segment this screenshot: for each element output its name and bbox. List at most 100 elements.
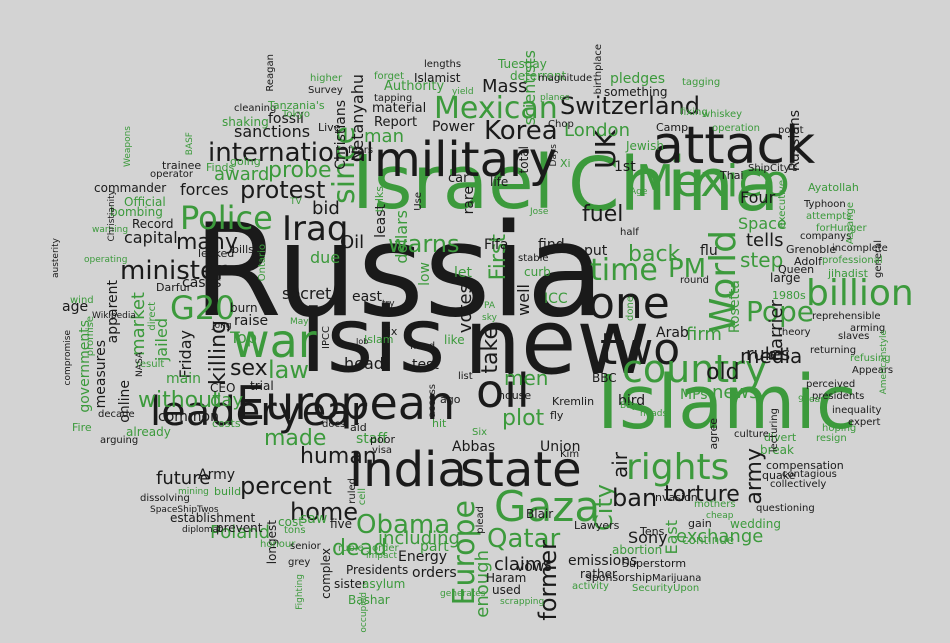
word-sony: Sony bbox=[628, 528, 668, 547]
word-direct: direct bbox=[147, 302, 158, 331]
word-age-small: Age bbox=[630, 187, 648, 197]
word-talks: talks bbox=[373, 186, 386, 213]
word-impact: impact bbox=[366, 551, 397, 561]
word-minister: minister bbox=[120, 256, 227, 286]
word-due: due bbox=[310, 248, 341, 267]
word-let: let bbox=[454, 265, 472, 281]
word-human: human bbox=[300, 444, 377, 469]
word-india: India bbox=[349, 442, 467, 498]
word-reprehensible: reprehensible bbox=[812, 311, 881, 322]
word-generates: generates bbox=[440, 589, 486, 599]
word-european: European bbox=[236, 376, 456, 430]
word-isis: Isis bbox=[300, 288, 446, 393]
word-marijuana: Marijuana bbox=[652, 573, 702, 584]
word-protest: protest bbox=[240, 176, 326, 204]
word-1st: 1st bbox=[614, 159, 636, 175]
word-wind: wind bbox=[70, 295, 94, 306]
word-former: former bbox=[534, 540, 562, 621]
word-iraq: Iraq bbox=[282, 209, 349, 249]
word-honour: honour bbox=[260, 539, 296, 550]
word-ipcc: IPCC bbox=[321, 326, 332, 349]
word-east: east bbox=[352, 289, 382, 305]
word-air: air bbox=[608, 452, 632, 479]
word-oil: oil bbox=[476, 364, 530, 418]
word-total: total bbox=[517, 146, 531, 174]
word-jihadist: jihadist bbox=[828, 267, 868, 280]
word-used: used bbox=[492, 583, 521, 597]
word-culture: culture bbox=[734, 429, 769, 440]
word-grey: grey bbox=[288, 557, 311, 568]
word-ago: ago bbox=[440, 393, 461, 406]
word-abortion: abortion bbox=[612, 543, 663, 557]
word-fossil: fossil bbox=[268, 111, 304, 127]
word-mexican: Mexican bbox=[434, 91, 558, 126]
word-five: five bbox=[330, 517, 353, 531]
word-visa: visa bbox=[372, 445, 393, 456]
word-dead: dead bbox=[332, 536, 387, 561]
word-tens: Tens bbox=[640, 525, 665, 538]
word-invasion: invasion bbox=[652, 491, 698, 504]
word-use: Use bbox=[413, 192, 424, 211]
word-theory: theory bbox=[778, 327, 811, 338]
word-hoping: hoping bbox=[822, 423, 857, 434]
word-dissolving: dissolving bbox=[140, 493, 190, 504]
word-find: find bbox=[538, 237, 565, 253]
word-job: Job bbox=[356, 337, 369, 346]
word-typhoon: Typhoon bbox=[804, 199, 846, 210]
word-live: Live bbox=[318, 121, 341, 134]
word-decade: decade bbox=[98, 409, 135, 420]
word-islamist: Islamist bbox=[414, 71, 461, 85]
word-ship: Ship bbox=[748, 163, 770, 174]
word-large: large bbox=[770, 271, 801, 285]
word-sister: sister bbox=[334, 577, 367, 591]
word-raise: raise bbox=[234, 313, 269, 329]
word-job-try: try bbox=[382, 299, 395, 309]
word-stable: stable bbox=[518, 253, 549, 264]
word-made: made bbox=[264, 426, 327, 451]
word-jong: Jong bbox=[212, 321, 232, 331]
word-media: media bbox=[740, 344, 803, 368]
word-market: market bbox=[128, 292, 149, 356]
word-expert: expert bbox=[848, 417, 881, 428]
word-leader: leader bbox=[150, 389, 277, 435]
word-costs: costs bbox=[212, 417, 241, 430]
word-firm: firm bbox=[686, 324, 722, 345]
word-adolf: Adolf bbox=[794, 255, 822, 268]
word-house: house bbox=[498, 389, 532, 402]
word-tuesday: Tuesday bbox=[498, 57, 547, 71]
word-china: China bbox=[568, 142, 780, 228]
word-space: Space bbox=[738, 214, 787, 233]
word-switzerland: Switzerland bbox=[560, 92, 700, 120]
word-tagging: tagging bbox=[682, 77, 721, 88]
word-secret: secret bbox=[282, 284, 332, 303]
word-many: many bbox=[176, 230, 238, 255]
word-companys: companys bbox=[800, 231, 852, 242]
word-fix: fix bbox=[384, 325, 398, 338]
word-kremlin: Kremlin bbox=[552, 395, 595, 408]
word-wedding: wedding bbox=[730, 517, 781, 531]
word-korea: Korea bbox=[484, 116, 558, 146]
word-capital: capital bbox=[124, 228, 178, 247]
word-lecturing: lecturing bbox=[769, 408, 780, 453]
word-billion: billion bbox=[806, 273, 914, 314]
word-probe: probe bbox=[268, 158, 332, 183]
word-london: London bbox=[564, 120, 630, 141]
word-top: Top bbox=[230, 328, 257, 347]
word-gain: gain bbox=[688, 517, 712, 530]
word-questioning: questioning bbox=[756, 503, 815, 514]
word-attack: attack bbox=[652, 116, 816, 176]
word-orders: orders bbox=[412, 565, 457, 581]
word-future: future bbox=[156, 468, 211, 489]
word-asylum: asylum bbox=[362, 577, 406, 591]
word-lengths: lengths bbox=[424, 59, 462, 70]
word-presidents: Presidents bbox=[346, 563, 409, 577]
word-1980s: 1980s bbox=[772, 289, 806, 302]
word-blair: Blair bbox=[526, 507, 554, 521]
word-state: state bbox=[460, 442, 582, 498]
word-commander: commander bbox=[94, 181, 167, 195]
word-survey: Survey bbox=[308, 85, 343, 96]
word-material: material bbox=[372, 101, 427, 116]
word-finds: Finds bbox=[206, 161, 235, 174]
word-securityupon: SecurityUpon bbox=[632, 583, 700, 594]
word-pledges: pledges bbox=[610, 71, 666, 87]
